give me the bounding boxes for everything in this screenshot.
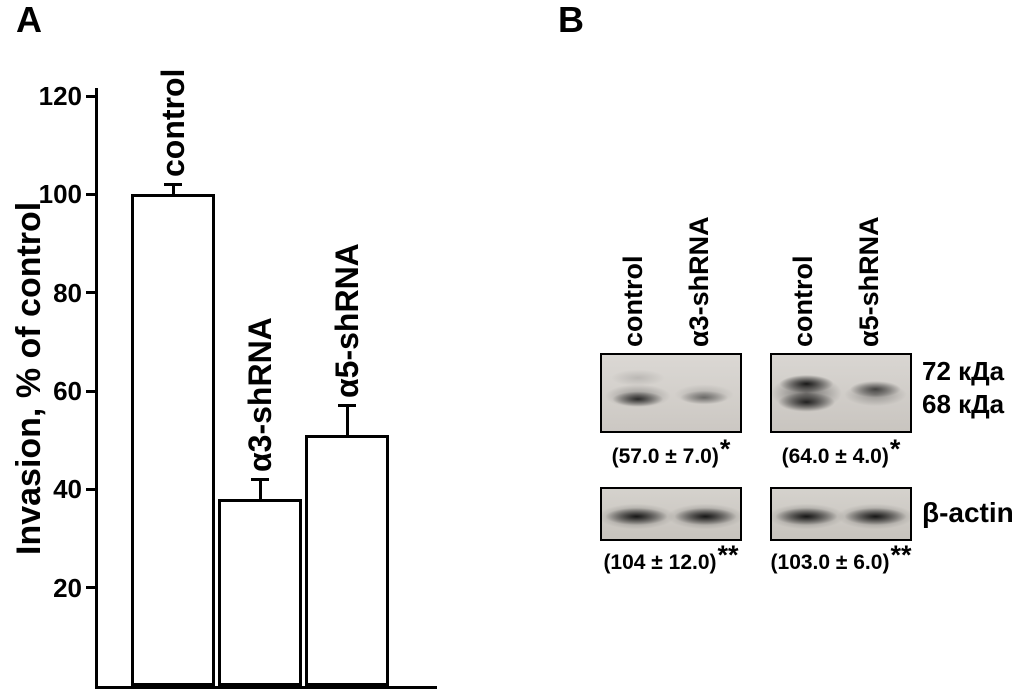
quant-actin-alpha3: (104 ± 12.0)** xyxy=(600,542,742,576)
bar-3-shrna xyxy=(218,499,302,686)
quant-mmp-alpha3: (57.0 ± 7.0)* xyxy=(600,436,742,470)
mw-label-72kda: 72 кДа xyxy=(922,356,1005,386)
y-tick-label-20: 20 xyxy=(53,572,82,603)
quant-value: (64.0 ± 4.0) xyxy=(781,445,889,468)
y-tick-100 xyxy=(86,192,96,196)
y-tick-20 xyxy=(86,586,96,590)
quant-value: (104 ± 12.0) xyxy=(603,551,717,574)
quant-value: (103.0 ± 6.0) xyxy=(770,551,890,574)
y-tick-label-100: 100 xyxy=(38,179,82,210)
blot-image-mmp-alpha5-group xyxy=(770,353,912,433)
error-bar-3-shrna xyxy=(258,479,262,500)
bar-5-shrna xyxy=(305,435,389,686)
y-axis-line xyxy=(95,88,98,689)
lane-label-control-1: control xyxy=(618,255,648,348)
error-bar-cap-3-shrna xyxy=(251,478,269,481)
y-tick-label-80: 80 xyxy=(53,277,82,308)
y-tick-label-120: 120 xyxy=(38,81,82,111)
significance-star: * xyxy=(719,434,731,464)
significance-stars: ** xyxy=(890,540,912,570)
y-tick-label-60: 60 xyxy=(53,376,82,406)
y-tick-40 xyxy=(86,487,96,491)
mw-label-68kda: 68 кДа xyxy=(922,389,1005,419)
x-axis-line xyxy=(95,686,437,689)
panel-b-label: B xyxy=(558,0,584,40)
bar-label-control: control xyxy=(155,68,191,177)
y-tick-120 xyxy=(86,94,96,98)
blot-image-actin-alpha3-group xyxy=(600,487,742,541)
bar-label-3-shrna: α3-shRNA xyxy=(242,316,278,472)
significance-star: * xyxy=(889,434,901,464)
beta-actin-label: β-actin xyxy=(922,497,1014,528)
bar-control xyxy=(131,194,215,686)
y-tick-label-40: 40 xyxy=(53,474,82,505)
y-tick-80 xyxy=(86,291,96,295)
lane-label-a5-shrna: α5-shRNA xyxy=(854,216,884,347)
quant-actin-alpha5: (103.0 ± 6.0)** xyxy=(770,542,912,576)
panel-a-label: A xyxy=(16,0,42,40)
error-bar-cap-control xyxy=(164,183,182,186)
quant-value: (57.0 ± 7.0) xyxy=(611,445,719,468)
error-bar-5-shrna xyxy=(345,405,349,436)
significance-stars: ** xyxy=(717,540,739,570)
lane-label-control-2: control xyxy=(788,255,818,348)
blot-image-actin-alpha5-group xyxy=(770,487,912,541)
blot-image-mmp-alpha3-group xyxy=(600,353,742,433)
quant-mmp-alpha5: (64.0 ± 4.0)* xyxy=(770,436,912,470)
y-tick-60 xyxy=(86,389,96,393)
error-bar-cap-5-shrna xyxy=(338,404,356,408)
lane-label-a3-shrna: α3-shRNA xyxy=(684,216,714,347)
bar-label-5-shrna: α5-shRNA xyxy=(329,242,365,398)
error-bar-control xyxy=(171,184,175,195)
